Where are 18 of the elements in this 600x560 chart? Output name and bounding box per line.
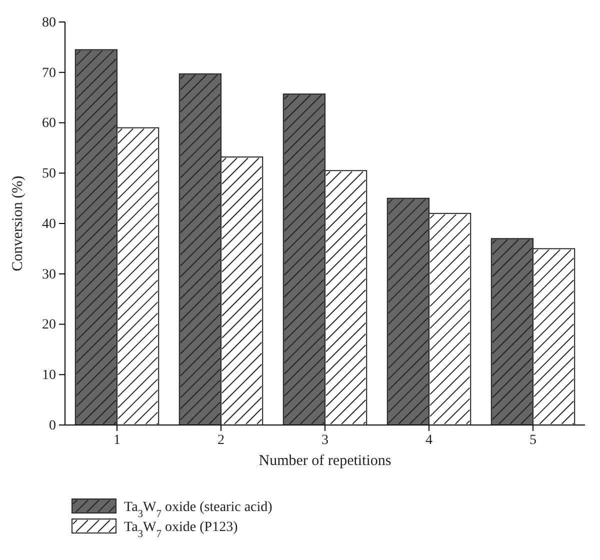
x-axis-title: Number of repetitions: [258, 453, 392, 469]
y-axis-title: Conversion (%): [10, 176, 26, 272]
y-tick-label: 70: [42, 66, 56, 81]
x-tick-label: 2: [218, 432, 224, 448]
x-tick-label: 4: [426, 432, 432, 448]
y-tick-label: 20: [42, 318, 56, 333]
x-tick-label: 1: [114, 432, 120, 448]
y-tick-label: 50: [42, 166, 56, 182]
y-tick-label: 40: [42, 216, 56, 232]
y-tick-label: 60: [42, 116, 56, 132]
y-tick-label: 80: [42, 15, 56, 30]
x-tick-label: 5: [530, 432, 536, 448]
x-tick-label: 3: [322, 432, 328, 448]
y-tick-label: 30: [42, 267, 56, 282]
legend-label: Ta$_{3}$W$_{7}$ oxide (P123): [124, 520, 238, 540]
y-tick-label: 10: [42, 368, 56, 384]
legend-label: Ta$_{3}$W$_{7}$ oxide (stearic acid): [124, 500, 273, 520]
y-tick-label: 0: [49, 418, 56, 434]
